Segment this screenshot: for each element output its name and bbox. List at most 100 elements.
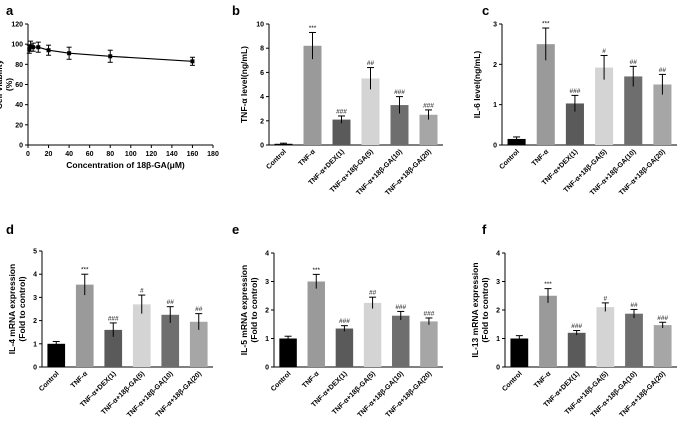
y-tick-label: 60 [15, 82, 23, 89]
y-axis-title-e: (Fold to control) [249, 277, 259, 342]
significance-label: # [604, 295, 608, 302]
y-tick-label: 3 [265, 279, 269, 286]
y-tick-label: 5 [33, 249, 37, 256]
y-tick-label: 80 [15, 62, 23, 69]
data-point [28, 44, 33, 49]
significance-label: ### [394, 89, 405, 96]
x-tick-label: Control [501, 370, 524, 393]
y-axis-title-d: IL-4 mRNA expression [7, 264, 17, 354]
y-axis-title-f: (Fold to control) [480, 277, 490, 342]
significance-label: ### [336, 108, 347, 115]
x-axis-title-a: Concentration of 18β-GA(μM) [66, 160, 185, 170]
significance-label: # [602, 48, 606, 55]
significance-label: ### [395, 304, 406, 311]
y-tick-label: 2 [33, 318, 37, 325]
y-tick-label: 6 [260, 70, 264, 77]
y-tick-label: 2 [265, 308, 269, 315]
y-tick-label: 4 [496, 251, 500, 258]
bar [303, 45, 322, 145]
significance-label: ### [339, 318, 350, 325]
y-tick-label: 4 [260, 94, 264, 101]
y-tick-label: 1 [496, 336, 500, 343]
y-axis-title-a: Cell viability [0, 59, 4, 109]
significance-label: ## [630, 302, 638, 309]
y-tick-label: 1 [265, 336, 269, 343]
y-tick-label: 3 [33, 295, 37, 302]
bar [653, 325, 672, 367]
x-tick-label: Control [270, 370, 293, 393]
bar [507, 138, 526, 145]
bar [189, 321, 208, 367]
bar [653, 84, 672, 145]
significance-label: ## [369, 290, 377, 297]
data-point [27, 47, 32, 52]
data-point [108, 54, 113, 59]
y-tick-label: 0 [265, 365, 269, 372]
data-point [67, 51, 72, 56]
significance-label: ## [630, 59, 638, 66]
significance-label: ### [423, 102, 434, 109]
panel-label-a: a [6, 3, 14, 18]
significance-label: ### [423, 310, 434, 317]
bar [419, 114, 438, 145]
y-tick-label: 0 [33, 365, 37, 372]
bar [332, 119, 351, 145]
y-tick-label: 4 [33, 272, 37, 279]
bar [624, 76, 643, 145]
y-tick-label: 10 [256, 22, 264, 29]
significance-label: *** [544, 281, 552, 288]
x-tick-label: TNF-α [298, 148, 318, 168]
bar [335, 328, 354, 367]
y-tick-label: 120 [11, 22, 23, 29]
y-tick-label: 20 [15, 122, 23, 129]
bar [307, 281, 325, 367]
significance-label: ## [167, 299, 175, 306]
bar [596, 307, 615, 367]
x-tick-label: TNF-α [70, 370, 90, 390]
bar [104, 329, 123, 367]
x-tick-label: 100 [125, 151, 137, 158]
y-tick-label: 2 [260, 118, 264, 125]
significance-label: *** [81, 267, 89, 274]
y-tick-label: 0 [19, 143, 23, 150]
y-tick-label: 2 [493, 62, 497, 69]
y-tick-label: 100 [11, 42, 23, 49]
bar [132, 304, 151, 367]
x-tick-label: TNF-α [301, 370, 321, 390]
x-tick-label: Control [498, 148, 521, 171]
y-tick-label: 2 [496, 308, 500, 315]
y-axis-title-e: IL-5 mRNA expression [239, 265, 249, 355]
bar [539, 295, 557, 367]
y-axis-title-b: TNF-α level(ng/mL) [239, 46, 249, 123]
y-tick-label: 1 [33, 341, 37, 348]
y-tick-label: 3 [496, 279, 500, 286]
bar [361, 78, 380, 145]
bar [510, 338, 529, 367]
panel-label-c: c [482, 3, 489, 18]
y-axis-title-c: IL-6 level(ng/mL) [472, 51, 482, 119]
y-axis-title-d: (Fold to control) [17, 276, 27, 341]
bar [565, 103, 584, 145]
y-axis-title-f: IL-13 mRNA expression [470, 262, 480, 357]
bar [536, 44, 555, 145]
bar [567, 332, 586, 367]
significance-label: # [140, 288, 144, 295]
bar [47, 343, 66, 367]
data-point [31, 45, 36, 50]
significance-label: ## [367, 60, 375, 67]
x-tick-label: Control [38, 370, 61, 393]
panel-label-d: d [6, 222, 14, 237]
significance-label: *** [312, 267, 320, 274]
data-point [46, 48, 51, 53]
bar [625, 313, 643, 367]
x-tick-label: 180 [207, 151, 219, 158]
x-tick-label: 60 [86, 151, 94, 158]
significance-label: ## [195, 306, 203, 313]
y-tick-label: 0 [493, 143, 497, 150]
y-tick-label: 4 [265, 251, 269, 258]
significance-label: *** [309, 25, 317, 32]
y-tick-label: 3 [493, 22, 497, 29]
data-point [36, 45, 41, 50]
bar [279, 338, 297, 367]
